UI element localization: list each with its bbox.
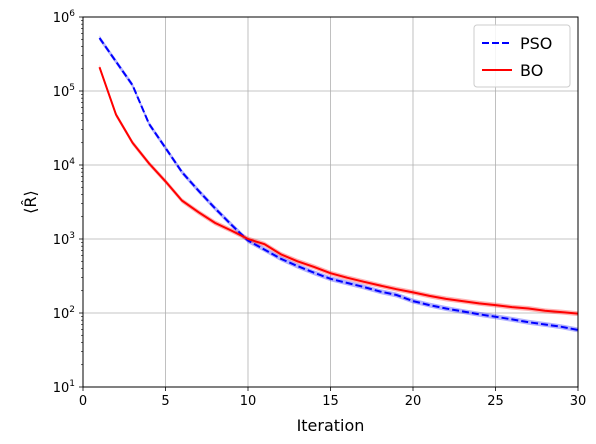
x-tick-label: 5 xyxy=(161,394,169,409)
x-tick-label: 25 xyxy=(487,394,504,409)
y-axis-ticks: 101 102 103 104 105 106 xyxy=(53,9,83,396)
legend-label-bo: BO xyxy=(520,61,543,80)
series-lines xyxy=(98,37,579,331)
y-tick-label: 104 xyxy=(53,157,76,174)
y-tick-label: 101 xyxy=(53,379,75,396)
y-tick-label: 105 xyxy=(53,83,75,100)
x-tick-label: 10 xyxy=(240,394,257,409)
x-tick-label: 20 xyxy=(405,394,422,409)
y-tick-label: 102 xyxy=(53,305,75,322)
x-tick-label: 15 xyxy=(322,394,339,409)
y-tick-label: 106 xyxy=(53,9,76,26)
y-tick-label: 103 xyxy=(53,231,75,248)
series-line-pso xyxy=(98,37,579,331)
x-tick-label: 30 xyxy=(570,394,587,409)
x-axis-label: Iteration xyxy=(297,416,365,435)
legend-label-pso: PSO xyxy=(520,34,552,53)
series-line-bo xyxy=(98,66,579,315)
legend-box xyxy=(473,24,571,88)
legend: PSO BO xyxy=(473,24,571,88)
y-axis-label: ⟨R̂⟩ xyxy=(21,190,40,214)
x-axis-ticks: 0 5 10 15 20 25 30 xyxy=(79,387,586,409)
x-tick-label: 0 xyxy=(79,394,87,409)
